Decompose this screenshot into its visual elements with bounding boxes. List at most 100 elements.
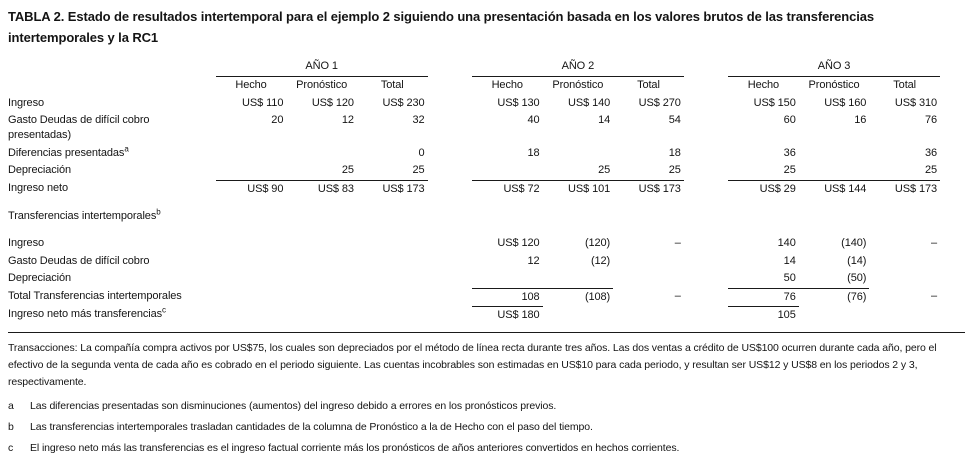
value-cell: US$ 110 bbox=[242, 96, 284, 109]
value-cell bbox=[286, 288, 357, 306]
value-cell: US$ 120 bbox=[497, 237, 540, 250]
value-cell: US$ 173 bbox=[869, 179, 940, 198]
value-cell bbox=[216, 270, 287, 288]
value-cell: 12 bbox=[341, 114, 354, 127]
value-cell: 12 bbox=[527, 254, 540, 267]
spacer bbox=[684, 288, 728, 306]
value-cell bbox=[357, 306, 428, 324]
value-cell: US$ 90 bbox=[215, 179, 287, 198]
table-row: Depreciación 25 25 25 25 25 25 bbox=[8, 162, 940, 180]
row-label: Ingreso bbox=[8, 96, 44, 109]
value-cell: 36 bbox=[924, 146, 937, 159]
table-row: Ingreso neto más transferenciasc US$ 180 1… bbox=[8, 305, 940, 325]
value-cell: 16 bbox=[854, 114, 867, 127]
spacer bbox=[684, 180, 728, 198]
table-row: Gasto Deudas de difícil cobro presentada… bbox=[8, 112, 940, 145]
value-cell bbox=[543, 145, 614, 162]
value-cell: 25 bbox=[783, 164, 796, 177]
value-cell: 76 bbox=[728, 287, 799, 307]
spacer bbox=[428, 253, 472, 270]
table-row: Ingreso US$ 110 US$ 120 US$ 230 US$ 130 US$ 1… bbox=[8, 95, 940, 112]
year-group-header: AÑO 2 bbox=[471, 57, 684, 78]
value-cell: 25 bbox=[412, 164, 425, 177]
value-cell: (76) bbox=[798, 287, 870, 307]
spacer bbox=[684, 253, 728, 270]
value-cell bbox=[216, 288, 287, 306]
value-cell: US$ 130 bbox=[497, 96, 540, 109]
value-cell: 25 bbox=[668, 164, 681, 177]
spacer bbox=[428, 77, 472, 95]
value-cell bbox=[869, 306, 940, 324]
value-cell bbox=[286, 145, 357, 162]
value-cell: US$ 72 bbox=[471, 179, 543, 198]
value-cell bbox=[357, 253, 428, 270]
value-cell: US$ 270 bbox=[638, 96, 681, 109]
footnote-marker: a bbox=[124, 144, 129, 154]
row-label: Diferencias presentadasa bbox=[8, 144, 129, 159]
year-group-header: AÑO 1 bbox=[215, 57, 428, 78]
row-label: Ingreso bbox=[8, 237, 44, 250]
year-group-header: AÑO 3 bbox=[728, 57, 940, 78]
value-cell: 50 bbox=[783, 272, 796, 285]
value-cell: US$ 310 bbox=[894, 96, 937, 109]
spacer bbox=[428, 288, 472, 306]
value-cell: (140) bbox=[841, 237, 867, 250]
value-cell: 25 bbox=[598, 164, 611, 177]
column-header: Hecho bbox=[747, 79, 780, 92]
row-label: Depreciación bbox=[8, 272, 72, 285]
table-row: Ingreso US$ 120 (120) – 140 (140) – bbox=[8, 235, 940, 252]
divider-rule bbox=[8, 332, 965, 334]
value-cell: 20 bbox=[271, 114, 284, 127]
row-label: Ingreso neto más transferenciasc bbox=[8, 305, 166, 321]
value-cell bbox=[216, 145, 287, 162]
value-cell: 14 bbox=[783, 254, 796, 267]
spacer bbox=[684, 145, 728, 162]
value-cell: US$ 230 bbox=[382, 96, 425, 109]
value-cell bbox=[216, 162, 287, 180]
value-cell: US$ 101 bbox=[542, 179, 614, 198]
spacer bbox=[428, 180, 472, 198]
value-cell: 40 bbox=[527, 114, 540, 127]
transactions-note: Transacciones: La compañía compra activo… bbox=[8, 342, 937, 389]
value-cell: (12) bbox=[590, 254, 611, 267]
value-cell: 14 bbox=[598, 114, 611, 127]
value-cell: US$ 83 bbox=[286, 179, 357, 198]
value-cell bbox=[869, 270, 940, 288]
spacer bbox=[8, 198, 940, 208]
footnote-text: El ingreso neto más las transferencias e… bbox=[30, 441, 680, 454]
row-label: Gasto Deudas de difícil cobro presentada… bbox=[8, 114, 150, 142]
table-title: TABLA 2. Estado de resultados intertempo… bbox=[8, 9, 875, 46]
footnote-text: Las transferencias intertemporales trasl… bbox=[30, 420, 593, 433]
column-header: Pronóstico bbox=[552, 79, 604, 92]
value-cell bbox=[472, 270, 543, 288]
income-statement-table: AÑO 1 AÑO 2 AÑO 3 Hecho Pronóstico Total Hecho… bbox=[8, 57, 940, 325]
value-cell bbox=[286, 306, 357, 324]
value-cell: US$ 173 bbox=[356, 179, 428, 198]
value-cell bbox=[357, 235, 428, 252]
value-cell: 25 bbox=[341, 164, 354, 177]
value-cell: 105 bbox=[728, 305, 799, 325]
table-row: Depreciación 50 (50) bbox=[8, 270, 940, 288]
value-cell: 32 bbox=[412, 114, 425, 127]
spacer bbox=[428, 306, 472, 324]
spacer bbox=[428, 95, 472, 112]
value-cell: US$ 29 bbox=[728, 179, 799, 198]
spacer bbox=[684, 235, 728, 252]
value-cell: (50) bbox=[847, 272, 867, 285]
value-cell: 108 bbox=[471, 287, 543, 307]
column-header: Hecho bbox=[235, 79, 267, 92]
table-row: Diferencias presentadasa 0 18 18 36 36 bbox=[8, 145, 940, 162]
section-header-row: Transferencias intertemporalesb bbox=[8, 208, 940, 225]
value-cell bbox=[286, 253, 357, 270]
spacer bbox=[684, 306, 728, 324]
value-cell: 76 bbox=[924, 114, 937, 127]
value-cell bbox=[799, 162, 870, 180]
footnote: a Las diferencias presentadas son disminu… bbox=[8, 400, 965, 414]
value-cell bbox=[869, 253, 940, 270]
value-cell: 0 bbox=[418, 146, 425, 159]
footnotes-list: a Las diferencias presentadas son disminu… bbox=[8, 400, 965, 455]
value-cell: US$ 160 bbox=[824, 96, 867, 109]
spacer bbox=[8, 225, 940, 235]
value-cell: 25 bbox=[924, 164, 937, 177]
